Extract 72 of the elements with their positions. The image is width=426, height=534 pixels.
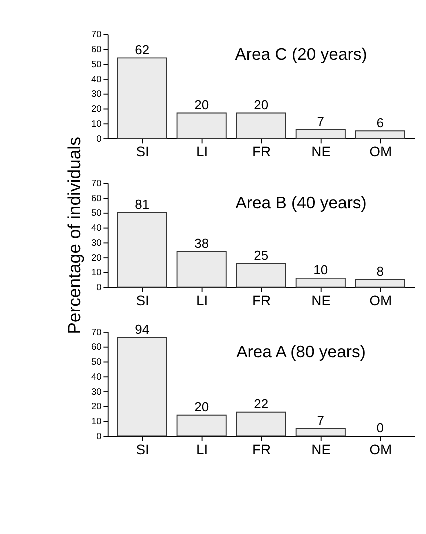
x-tick-label: OM (370, 441, 392, 458)
annotation: 25 (254, 248, 269, 263)
annotation: 6 (376, 115, 384, 130)
y-tick-label: 30 (92, 238, 102, 248)
y-tick-label: 70 (92, 30, 102, 40)
y-tick-label: 70 (92, 178, 102, 188)
y-axis-title: Percentage of individuals (64, 136, 84, 334)
annotation: 10 (314, 262, 328, 278)
y-tick-label: 50 (92, 208, 102, 218)
text: Area B (40 years) (236, 194, 367, 213)
x-tick-label: NE (312, 441, 332, 458)
y-tick-label: 20 (92, 402, 102, 412)
bar (355, 130, 406, 140)
bar (176, 414, 227, 437)
y-tick-label: 50 (92, 59, 102, 70)
annotation: 22 (254, 396, 269, 412)
x-tick-label: LI (196, 144, 208, 160)
bar (117, 212, 168, 288)
annotation: 38 (194, 236, 210, 251)
y-tick-label: 50 (92, 357, 102, 368)
x-tick-label: SI (136, 292, 150, 309)
x-tick-label: SI (136, 441, 150, 458)
y-tick-label: 70 (92, 327, 102, 338)
y-tick-label: 60 (92, 342, 102, 352)
bar (296, 129, 346, 140)
bar (296, 428, 346, 437)
x-tick-label: SI (136, 144, 150, 160)
bar (176, 251, 227, 288)
annotation: 94 (135, 322, 150, 338)
annotation: 20 (194, 400, 210, 415)
bar (236, 412, 286, 437)
x-tick-label: FR (252, 144, 272, 160)
bar (117, 58, 168, 140)
y-tick-label: 30 (92, 386, 102, 397)
x-tick-label: NE (312, 144, 332, 160)
y-tick-label: 40 (92, 223, 102, 234)
x-tick-label: FR (252, 292, 272, 309)
bar (176, 112, 227, 140)
y-tick-label: 10 (92, 118, 102, 129)
annotation: 20 (194, 98, 210, 113)
annotation: 20 (254, 98, 269, 113)
annotation: 62 (135, 42, 150, 58)
bar (236, 112, 286, 140)
annotation: 8 (376, 264, 384, 280)
annotation: 7 (317, 114, 325, 129)
bar (236, 263, 286, 288)
x-tick-label: OM (370, 292, 392, 309)
bar (296, 278, 346, 288)
bar (355, 279, 406, 288)
y-tick-label: 20 (92, 252, 102, 263)
y-tick-label: 10 (92, 268, 102, 278)
text: Area A (80 years) (236, 342, 366, 362)
y-tick-label: 60 (92, 193, 102, 204)
y-tick-label: 40 (92, 74, 102, 84)
x-tick-label: LI (196, 292, 208, 309)
y-tick-label: 40 (92, 372, 102, 382)
annotation: 7 (317, 413, 325, 428)
y-tick-label: 30 (92, 89, 102, 100)
y-tick-label: 0 (96, 134, 102, 144)
y-tick-label: 10 (92, 416, 102, 427)
x-tick-label: OM (370, 144, 392, 160)
x-tick-label: NE (312, 292, 332, 309)
x-tick-label: LI (196, 441, 208, 458)
x-tick-label: FR (252, 441, 272, 458)
annotation: 81 (135, 197, 150, 212)
text: Area C (20 years) (235, 44, 368, 64)
y-tick-label: 60 (92, 44, 102, 55)
bar (117, 338, 168, 437)
y-tick-label: 0 (96, 282, 102, 293)
y-tick-label: 20 (92, 104, 102, 114)
y-tick-label: 0 (96, 431, 102, 442)
annotation: 0 (376, 420, 384, 436)
